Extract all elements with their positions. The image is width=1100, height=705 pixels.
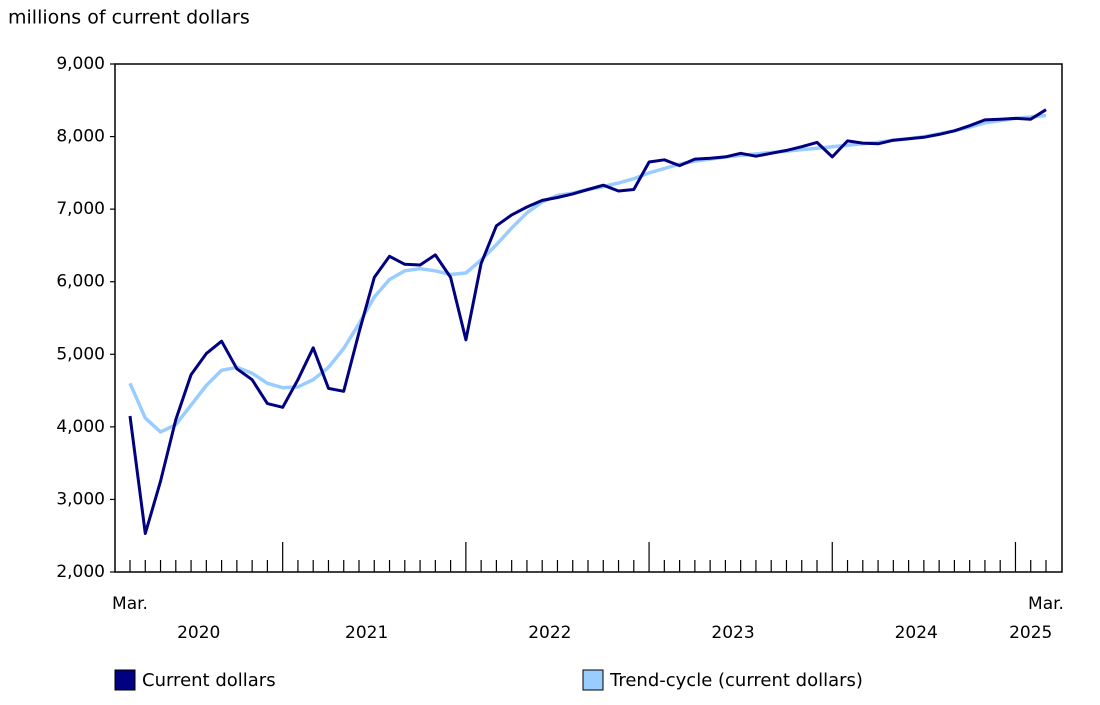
legend-swatch [582, 669, 604, 691]
x-tick-label: Mar. [1028, 594, 1064, 614]
y-tick-label: 9,000 [56, 54, 105, 74]
y-tick-label: 2,000 [56, 562, 105, 582]
legend-label: Current dollars [142, 670, 276, 691]
year-label: 2020 [177, 623, 220, 643]
year-label: 2025 [1009, 623, 1052, 643]
year-label: 2023 [711, 623, 754, 643]
legend-swatch [114, 669, 136, 691]
y-tick-label: 5,000 [56, 344, 105, 364]
x-tick-label: Mar. [112, 594, 148, 614]
series-line [128, 113, 1047, 434]
year-label: 2024 [895, 623, 938, 643]
y-tick-label: 4,000 [56, 417, 105, 437]
series-line [128, 108, 1047, 535]
y-tick-label: 6,000 [56, 272, 105, 292]
year-label: 2021 [345, 623, 388, 643]
y-tick-label: 7,000 [56, 199, 105, 219]
y-tick-label: 8,000 [56, 127, 105, 147]
year-label: 2022 [528, 623, 571, 643]
axis-title: millions of current dollars [8, 7, 250, 29]
legend-label: Trend-cycle (current dollars) [609, 670, 863, 691]
plot-frame [114, 63, 1063, 573]
y-tick-label: 3,000 [56, 489, 105, 509]
